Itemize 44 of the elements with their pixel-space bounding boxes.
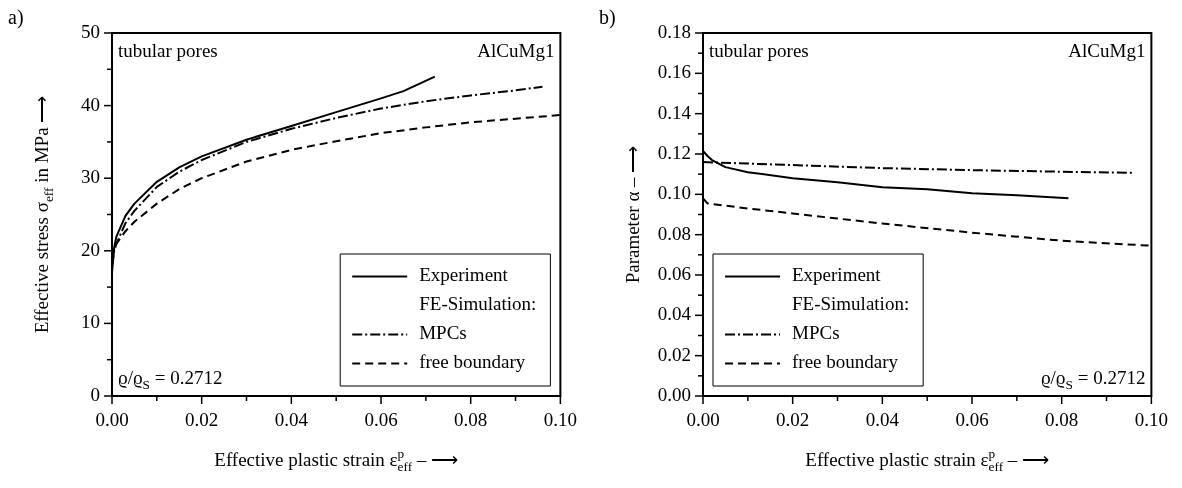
y-tick-label: 0 xyxy=(90,383,100,405)
legend-label: MPCs xyxy=(419,322,467,344)
x-tick-label: 0.08 xyxy=(1045,409,1079,431)
y-tick-label: 0.10 xyxy=(657,182,691,204)
x-tick-label: 0.00 xyxy=(95,409,129,431)
y-tick-label: 20 xyxy=(81,238,100,260)
annotation: tubular pores xyxy=(118,40,218,61)
annotation: AlCuMg1 xyxy=(1068,40,1146,61)
x-tick-label: 0.08 xyxy=(454,409,488,431)
legend-label: Experiment xyxy=(792,264,882,286)
y-tick-label: 30 xyxy=(81,166,100,188)
y-tick-label: 10 xyxy=(81,311,100,333)
y-tick-label: 0.04 xyxy=(657,303,692,325)
y-tick-label: 0.06 xyxy=(657,262,691,284)
chart-title: b) xyxy=(599,6,616,29)
legend-label: Experiment xyxy=(419,264,509,286)
x-tick-label: 0.02 xyxy=(776,409,810,431)
y-tick-label: 0.16 xyxy=(657,61,691,83)
x-tick-label: 0.00 xyxy=(686,409,720,431)
x-tick-label: 0.04 xyxy=(274,409,309,431)
y-tick-label: 0.02 xyxy=(657,343,691,365)
annotation: AlCuMg1 xyxy=(477,40,555,61)
x-tick-label: 0.10 xyxy=(543,409,577,431)
legend-title: FE-Simulation: xyxy=(792,293,910,315)
y-tick-label: 0.08 xyxy=(657,222,691,244)
y-axis-title: Effective stress σeff in MPa ⟶ xyxy=(31,95,56,334)
x-tick-label: 0.04 xyxy=(865,409,900,431)
annotation: tubular pores xyxy=(709,40,809,61)
y-tick-label: 50 xyxy=(81,20,100,42)
y-tick-label: 0.12 xyxy=(657,141,691,163)
x-tick-label: 0.06 xyxy=(955,409,989,431)
x-tick-label: 0.06 xyxy=(364,409,398,431)
legend-label: MPCs xyxy=(792,322,840,344)
x-tick-label: 0.02 xyxy=(185,409,219,431)
legend-label: free boundary xyxy=(419,351,526,373)
y-tick-label: 0.00 xyxy=(657,383,691,405)
x-tick-label: 0.10 xyxy=(1134,409,1168,431)
chart-title: a) xyxy=(8,6,24,29)
legend-title: FE-Simulation: xyxy=(419,293,537,315)
y-tick-label: 0.18 xyxy=(657,20,691,42)
legend-label: free boundary xyxy=(792,351,899,373)
y-tick-label: 40 xyxy=(81,93,100,115)
y-axis-title: Parameter α – ⟶ xyxy=(622,145,643,284)
y-tick-label: 0.14 xyxy=(657,101,692,123)
